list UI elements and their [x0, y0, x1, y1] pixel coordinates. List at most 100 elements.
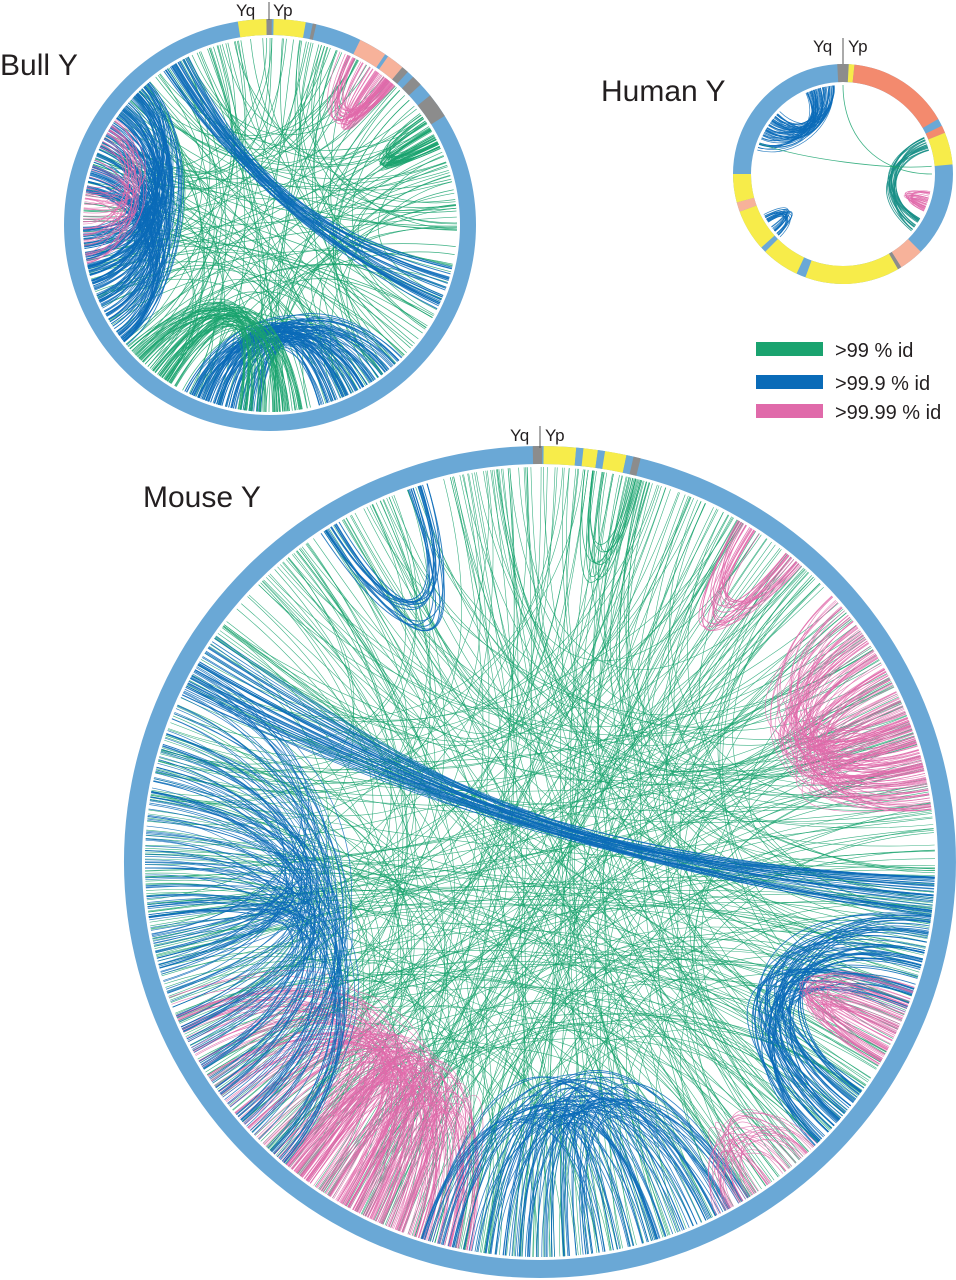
chord: [83, 197, 126, 220]
chord: [151, 787, 334, 1154]
chord: [563, 985, 902, 1257]
chord: [195, 1018, 458, 1247]
ring-segment: [733, 174, 755, 203]
chord: [519, 1104, 690, 1257]
chord: [312, 46, 456, 208]
chord: [145, 638, 867, 865]
chord: [583, 475, 656, 1240]
chord: [90, 170, 161, 321]
chord: [211, 1032, 434, 1238]
chord: [199, 661, 935, 887]
chord: [83, 187, 122, 230]
chord: [712, 1151, 769, 1211]
chord: [161, 312, 263, 412]
chord: [86, 159, 132, 261]
chord: [101, 102, 163, 307]
chord: [166, 733, 329, 1040]
chord: [164, 959, 819, 1143]
chord: [147, 819, 294, 969]
chord: [84, 202, 352, 394]
chord: [776, 90, 816, 125]
chord: [334, 56, 395, 122]
chord: [527, 1096, 594, 1257]
chord: [179, 61, 444, 296]
ring-segment: [928, 132, 953, 166]
chord: [168, 314, 249, 411]
chord: [763, 207, 789, 229]
chord: [146, 895, 340, 1153]
human-yq-label: Yq: [813, 37, 832, 56]
chord: [145, 838, 792, 1167]
chord: [768, 91, 814, 134]
chord: [158, 565, 802, 796]
chord: [504, 1122, 660, 1256]
chord: [462, 474, 887, 1053]
chord: [587, 470, 640, 565]
chord: [308, 1064, 433, 1228]
chord: [157, 696, 306, 962]
chord: [562, 467, 818, 1144]
chord: [205, 337, 334, 402]
chord: [83, 124, 161, 236]
chord: [123, 94, 168, 342]
chord: [166, 68, 452, 270]
chord: [250, 39, 294, 412]
chord: [218, 326, 346, 405]
chord: [583, 1099, 749, 1255]
chord: [669, 499, 931, 808]
chord: [892, 145, 928, 226]
chord: [414, 806, 932, 1237]
human-y-plot: [732, 64, 953, 284]
chord: [904, 193, 929, 206]
chord: [679, 616, 910, 1004]
chord: [780, 596, 907, 730]
chord: [502, 1092, 739, 1256]
chord: [719, 522, 798, 606]
chord: [328, 145, 440, 357]
chord: [421, 1103, 694, 1240]
chord: [567, 1121, 649, 1256]
mouse-yp-label: Yp: [545, 426, 565, 445]
chord: [806, 984, 909, 1066]
chord: [189, 678, 933, 912]
chord: [637, 494, 935, 847]
chord: [887, 139, 926, 230]
ring-segment: [925, 125, 945, 140]
chord: [177, 1000, 427, 1237]
chord: [287, 1056, 426, 1223]
chord: [299, 42, 457, 214]
chord: [432, 1113, 648, 1243]
legend-label-99: >99 % id: [835, 340, 913, 362]
chord: [85, 126, 147, 256]
chord: [767, 917, 931, 1121]
chord: [832, 728, 920, 769]
legend: >99 % id >99.9 % id >99.99 % id: [756, 340, 941, 424]
chord: [233, 41, 456, 204]
chord: [723, 1125, 814, 1207]
chord: [305, 543, 767, 1187]
chord: [713, 527, 801, 626]
chord: [485, 1070, 744, 1254]
chord: [123, 85, 182, 342]
chord: [708, 1126, 806, 1215]
chord: [407, 489, 927, 787]
chord: [269, 475, 623, 1151]
chord: [173, 64, 447, 289]
ring-segment: [532, 446, 543, 465]
ring-segment: [581, 448, 598, 468]
chord: [462, 1035, 835, 1250]
chord: [463, 1107, 643, 1250]
chord: [421, 1100, 721, 1240]
chord: [266, 548, 404, 1148]
chord: [598, 811, 932, 1251]
chord: [722, 1116, 807, 1202]
chord: [837, 742, 928, 792]
chord: [146, 894, 326, 1100]
chord: [572, 1097, 698, 1256]
chord: [771, 983, 912, 1143]
chord: [166, 320, 265, 412]
ring-segment: [266, 19, 272, 36]
chord: [362, 468, 515, 1216]
chord: [168, 970, 371, 1178]
chord: [145, 867, 314, 1033]
